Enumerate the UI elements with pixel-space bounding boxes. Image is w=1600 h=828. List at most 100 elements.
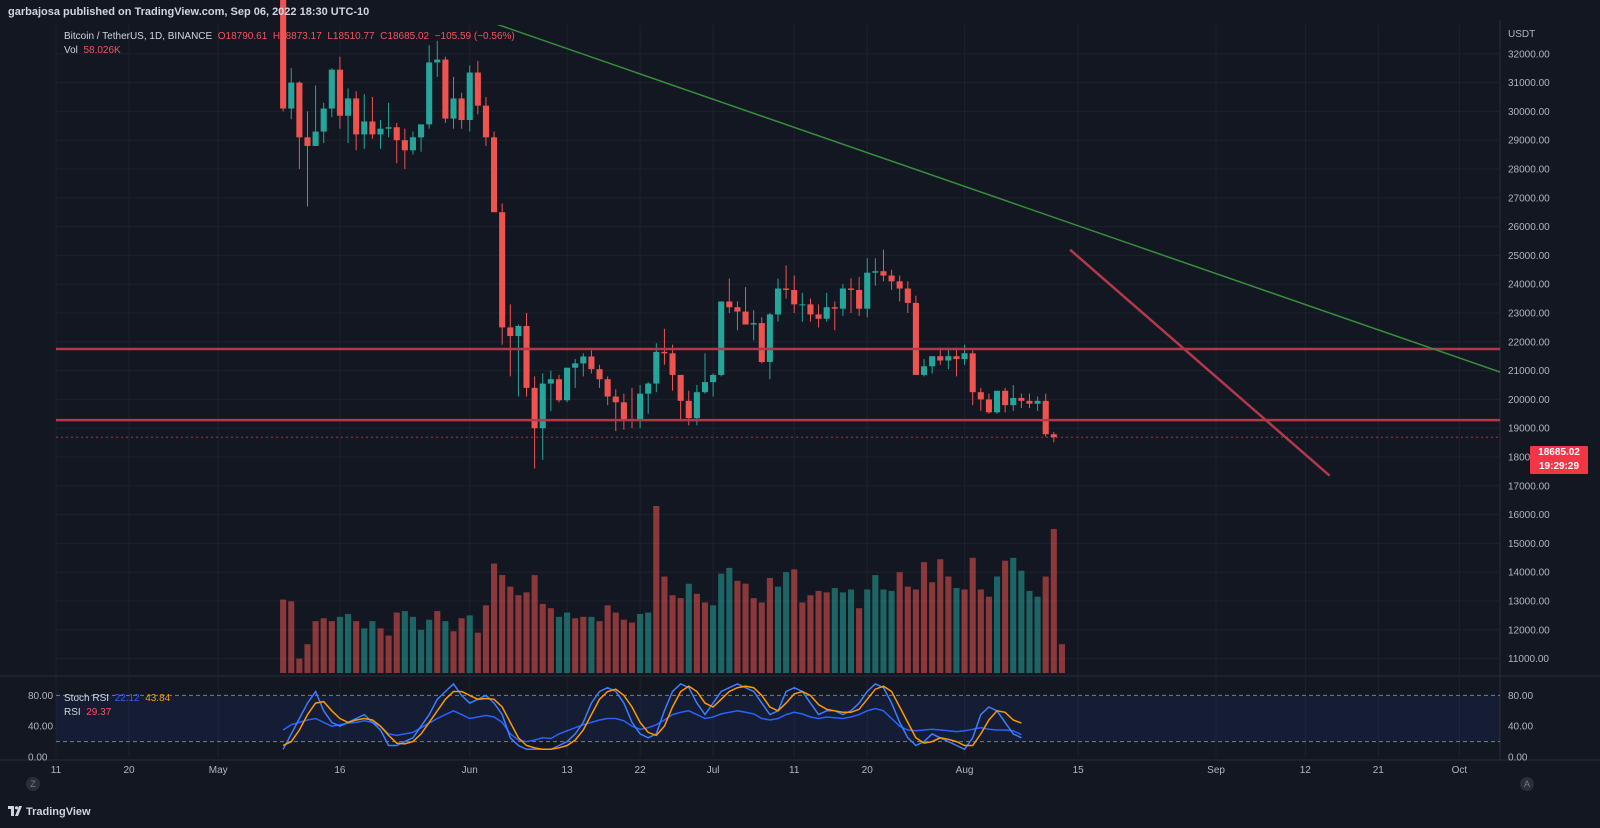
- main-legend: Bitcoin / TetherUS, 1D, BINANCE O18790.6…: [64, 30, 515, 58]
- volume-bar: [409, 616, 416, 673]
- volume-bar: [977, 589, 984, 673]
- volume-bar: [945, 576, 952, 673]
- candle: [620, 393, 627, 430]
- indicator-tick-label-left: 80.00: [28, 691, 53, 702]
- volume-bar: [523, 592, 530, 673]
- candle-body: [920, 366, 928, 375]
- candle-body: [539, 383, 546, 429]
- volume-bar: [774, 586, 782, 673]
- candle: [831, 301, 838, 331]
- volume-bar: [377, 628, 384, 673]
- volume-bar: [685, 583, 692, 673]
- volume-bar: [920, 562, 928, 673]
- candle-body: [466, 72, 473, 121]
- candle-body: [766, 314, 773, 362]
- candle: [929, 356, 936, 374]
- volume-bar: [442, 621, 449, 673]
- volume-bar: [450, 631, 457, 673]
- price-tick-label: 24000.00: [1508, 280, 1550, 291]
- candle: [491, 131, 498, 213]
- symbol-label[interactable]: Bitcoin / TetherUS, 1D, BINANCE: [64, 31, 213, 42]
- ohlc-close: C18685.02: [380, 31, 430, 42]
- ohlc-open: O18790.61: [217, 31, 268, 42]
- candle-body: [612, 396, 619, 403]
- candle-body: [393, 127, 400, 141]
- candle: [645, 382, 652, 414]
- candle: [515, 324, 522, 397]
- candle: [604, 376, 611, 406]
- candle-body: [555, 379, 563, 401]
- candle-body: [515, 325, 522, 337]
- volume-bar: [345, 613, 352, 673]
- candle-body: [1042, 400, 1049, 435]
- volume-bar: [710, 605, 717, 673]
- volume-bar: [572, 618, 579, 673]
- candle-body: [864, 272, 871, 309]
- volume-bar: [604, 605, 611, 673]
- candle-body: [929, 356, 936, 367]
- stoch-rsi-label[interactable]: Stoch RSI: [64, 693, 110, 704]
- volume-bar: [1050, 529, 1057, 673]
- volume-bar: [426, 619, 433, 673]
- candle-body: [596, 369, 603, 380]
- volume-bar: [912, 589, 919, 673]
- candle: [677, 374, 684, 420]
- candle-body: [320, 108, 327, 132]
- volume-bar: [653, 505, 660, 673]
- volume-bar: [953, 588, 960, 673]
- candle-body: [726, 301, 733, 308]
- volume-bar: [304, 644, 311, 673]
- candle: [296, 81, 303, 169]
- volume-bar: [288, 601, 295, 673]
- volume-bar: [401, 611, 408, 673]
- volume-bar: [701, 602, 709, 673]
- candle: [710, 373, 717, 397]
- candle-body: [693, 392, 700, 419]
- volume-bar: [677, 598, 684, 673]
- candle-body: [304, 137, 311, 146]
- volume-bar: [961, 589, 968, 673]
- candle: [783, 265, 790, 299]
- volume-bar: [620, 619, 627, 673]
- time-tick-label: 20: [862, 765, 874, 776]
- price-tick-label: 17000.00: [1508, 481, 1550, 492]
- volume-bar: [880, 589, 887, 673]
- volume-bar: [888, 590, 895, 673]
- price-tick-label: 32000.00: [1508, 49, 1550, 60]
- candle: [507, 304, 514, 377]
- scale-toggle-left-button[interactable]: Z: [26, 777, 40, 791]
- candle: [499, 203, 506, 345]
- candle-body: [661, 351, 668, 354]
- auto-scale-button[interactable]: A: [1520, 777, 1534, 791]
- volume-bar: [474, 632, 481, 673]
- volume-bar: [661, 576, 668, 673]
- volume-bar: [815, 590, 822, 673]
- candle: [369, 97, 376, 139]
- rsi-label[interactable]: RSI: [64, 707, 81, 718]
- volume-bar: [320, 618, 327, 673]
- candle-body: [491, 137, 498, 213]
- price-tick-label: 23000.00: [1508, 309, 1550, 320]
- candle: [701, 353, 709, 394]
- candle: [418, 124, 425, 152]
- volume-bar: [937, 559, 944, 673]
- last-price-value: 18685.02: [1538, 447, 1580, 458]
- candle: [555, 374, 563, 403]
- candle: [880, 249, 887, 282]
- footer-brand[interactable]: TradingView: [8, 806, 91, 818]
- candle-body: [523, 325, 530, 388]
- candle: [774, 278, 782, 322]
- green-trendline: [496, 25, 1500, 373]
- volume-label[interactable]: Vol: [64, 45, 78, 56]
- volume-bar: [1026, 590, 1033, 673]
- volume-bar: [1002, 560, 1009, 673]
- candle: [693, 385, 700, 426]
- candle: [523, 313, 530, 397]
- candle-body: [401, 140, 408, 151]
- candle-body: [912, 302, 919, 375]
- candle: [393, 122, 400, 164]
- volume-bar: [1018, 570, 1025, 673]
- candle: [1018, 393, 1025, 409]
- candle: [734, 301, 741, 331]
